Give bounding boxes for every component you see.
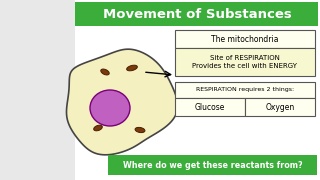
FancyBboxPatch shape	[75, 0, 320, 180]
Polygon shape	[67, 49, 178, 155]
FancyBboxPatch shape	[75, 2, 318, 26]
FancyBboxPatch shape	[108, 155, 317, 175]
FancyBboxPatch shape	[245, 98, 315, 116]
Text: Site of RESPIRATION
Provides the cell with ENERGY: Site of RESPIRATION Provides the cell wi…	[193, 55, 298, 69]
Text: Movement of Substances: Movement of Substances	[103, 8, 292, 21]
Text: The mitochondria: The mitochondria	[211, 35, 279, 44]
FancyBboxPatch shape	[0, 0, 75, 180]
Text: RESPIRATION requires 2 things:: RESPIRATION requires 2 things:	[196, 87, 294, 93]
Text: Oxygen: Oxygen	[265, 102, 295, 111]
FancyBboxPatch shape	[175, 30, 315, 48]
Text: Where do we get these reactants from?: Where do we get these reactants from?	[123, 161, 302, 170]
FancyBboxPatch shape	[175, 82, 315, 98]
Text: Glucose: Glucose	[195, 102, 225, 111]
Ellipse shape	[90, 90, 130, 126]
FancyBboxPatch shape	[175, 98, 245, 116]
Ellipse shape	[127, 65, 137, 71]
Ellipse shape	[94, 125, 102, 131]
FancyBboxPatch shape	[175, 48, 315, 76]
Ellipse shape	[101, 69, 109, 75]
Ellipse shape	[135, 127, 145, 133]
